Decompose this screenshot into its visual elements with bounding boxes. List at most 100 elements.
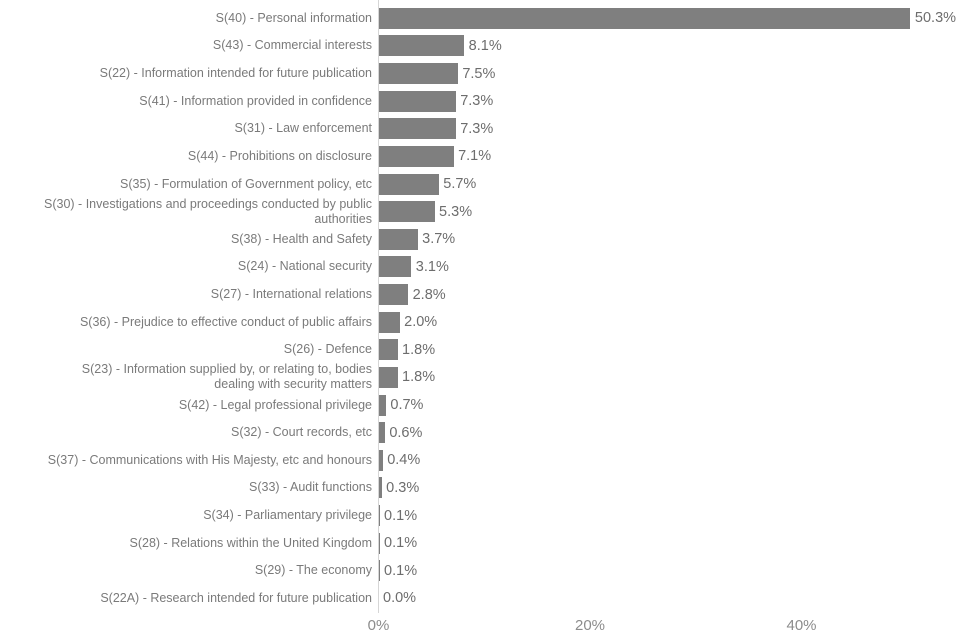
- value-label: 8.1%: [468, 37, 502, 54]
- x-tick-label: 0%: [367, 617, 390, 634]
- category-label: S(24) - National security: [237, 259, 372, 274]
- value-label: 3.7%: [422, 231, 456, 248]
- bar: [378, 35, 465, 57]
- category-label: S(36) - Prejudice to effective conduct o…: [79, 314, 372, 329]
- chart-row: S(23) - Information supplied by, or rela…: [0, 362, 960, 392]
- chart-row: S(41) - Information provided in confiden…: [0, 87, 960, 115]
- bar: [378, 228, 418, 250]
- category-label: S(23) - Information supplied by, or rela…: [81, 362, 372, 392]
- x-axis: 0% 20% 40%: [368, 613, 960, 640]
- category-label: S(27) - International relations: [210, 287, 372, 302]
- category-label: S(22) - Information intended for future …: [99, 66, 372, 81]
- bar-track: 5.3%: [378, 198, 960, 226]
- chart-row: S(40) - Personal information 50.3%: [0, 5, 960, 33]
- bar-track: 5.7%: [378, 170, 960, 198]
- value-label: 0.6%: [389, 424, 423, 441]
- chart-row: S(28) - Relations within the United King…: [0, 529, 960, 557]
- bar-track: 8.1%: [378, 32, 960, 60]
- chart-row: S(26) - Defence 1.8%: [0, 336, 960, 364]
- category-label: S(41) - Information provided in confiden…: [139, 93, 372, 108]
- bar: [378, 449, 383, 471]
- bar-track: 0.4%: [378, 447, 960, 475]
- category-label: S(28) - Relations within the United King…: [129, 535, 372, 550]
- y-axis-line: [378, 0, 379, 613]
- chart-row: S(22) - Information intended for future …: [0, 60, 960, 88]
- value-label: 7.3%: [460, 93, 494, 110]
- value-label: 0.7%: [390, 397, 424, 414]
- bar: [378, 477, 382, 499]
- bar: [378, 339, 398, 361]
- bar-track: 0.1%: [378, 502, 960, 530]
- value-label: 7.3%: [460, 120, 494, 137]
- value-label: 5.7%: [443, 176, 477, 193]
- bar: [378, 145, 454, 167]
- bar-track: 2.0%: [378, 308, 960, 336]
- bar-track: 7.3%: [378, 115, 960, 143]
- bar: [378, 422, 385, 444]
- bar: [378, 7, 911, 29]
- bar-track: 0.7%: [378, 391, 960, 419]
- chart-row: S(24) - National security 3.1%: [0, 253, 960, 281]
- chart-row: S(30) - Investigations and proceedings c…: [0, 196, 960, 226]
- category-label: S(35) - Formulation of Government policy…: [120, 176, 372, 191]
- bar-track: 3.1%: [378, 253, 960, 281]
- bar: [378, 118, 456, 140]
- category-label: S(43) - Commercial interests: [212, 38, 372, 53]
- category-label: S(32) - Court records, etc: [230, 425, 372, 440]
- bar: [378, 201, 435, 223]
- bar-track: 0.0%: [379, 585, 960, 613]
- category-label: S(33) - Audit functions: [249, 480, 372, 495]
- bar-track: 2.8%: [378, 281, 960, 309]
- bar: [378, 505, 380, 527]
- category-label: S(31) - Law enforcement: [234, 121, 372, 136]
- value-label: 0.1%: [384, 535, 418, 552]
- category-label: S(22A) - Research intended for future pu…: [100, 590, 372, 605]
- value-label: 0.0%: [383, 590, 417, 607]
- chart-row: S(42) - Legal professional privilege 0.7%: [0, 391, 960, 419]
- value-label: 7.5%: [462, 65, 496, 82]
- chart-row: S(34) - Parliamentary privilege 0.1%: [0, 502, 960, 530]
- bar-track: 0.1%: [378, 557, 960, 585]
- category-label: S(29) - The economy: [254, 563, 372, 578]
- bar: [378, 90, 456, 112]
- bar-track: 0.3%: [378, 474, 960, 502]
- bar-track: 1.8%: [378, 336, 960, 364]
- chart-row: S(29) - The economy 0.1%: [0, 557, 960, 585]
- chart-row: S(37) - Communications with His Majesty,…: [0, 447, 960, 475]
- bar-track: 0.6%: [378, 419, 960, 447]
- chart-rows: S(40) - Personal information 50.3% S(43) -…: [0, 5, 960, 613]
- chart-row: S(33) - Audit functions 0.3%: [0, 474, 960, 502]
- chart-row: S(43) - Commercial interests 8.1%: [0, 32, 960, 60]
- value-label: 50.3%: [914, 10, 957, 27]
- value-label: 1.8%: [402, 341, 436, 358]
- category-label: S(44) - Prohibitions on disclosure: [187, 148, 372, 163]
- category-label: S(26) - Defence: [283, 342, 372, 357]
- category-label: S(37) - Communications with His Majesty,…: [47, 452, 372, 467]
- bar: [378, 560, 380, 582]
- chart-row: S(35) - Formulation of Government policy…: [0, 170, 960, 198]
- x-tick-label: 40%: [786, 617, 817, 634]
- bar-track: 7.1%: [378, 143, 960, 171]
- bar: [378, 63, 458, 85]
- value-label: 0.1%: [384, 507, 418, 524]
- category-label: S(42) - Legal professional privilege: [178, 397, 372, 412]
- bar-track: 0.1%: [378, 529, 960, 557]
- value-label: 0.4%: [387, 452, 421, 469]
- bar: [378, 366, 398, 388]
- chart-row: S(38) - Health and Safety 3.7%: [0, 226, 960, 254]
- value-label: 5.3%: [439, 203, 473, 220]
- chart-row: S(22A) - Research intended for future pu…: [0, 585, 960, 613]
- category-label: S(38) - Health and Safety: [230, 231, 372, 246]
- bar-track: 3.7%: [378, 226, 960, 254]
- x-tick-label: 20%: [574, 617, 606, 634]
- category-label: S(30) - Investigations and proceedings c…: [44, 196, 372, 226]
- bar-track: 50.3%: [378, 5, 960, 33]
- value-label: 0.1%: [384, 562, 418, 579]
- value-label: 0.3%: [386, 479, 420, 496]
- chart-row: S(31) - Law enforcement 7.3%: [0, 115, 960, 143]
- category-label: S(40) - Personal information: [215, 10, 372, 25]
- value-label: 3.1%: [415, 258, 449, 275]
- value-label: 7.1%: [458, 148, 492, 165]
- bar-track: 1.8%: [378, 364, 960, 392]
